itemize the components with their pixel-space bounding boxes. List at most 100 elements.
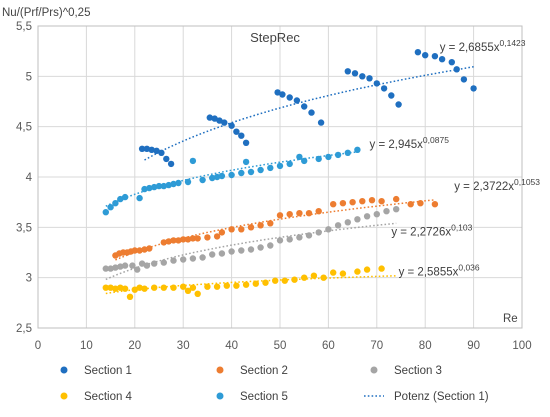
section-3-point: [267, 242, 274, 249]
section-1-point: [238, 132, 245, 139]
section-1-point: [308, 109, 315, 116]
legend-label: Section 2: [240, 365, 288, 377]
section-1-point: [206, 114, 213, 121]
section-2-point: [305, 210, 313, 217]
section-5-point: [189, 157, 197, 165]
legend-marker: [370, 366, 378, 374]
section-5-point: [344, 149, 351, 156]
trendline-equation: y = 2,2726x0,103: [391, 222, 472, 238]
section-2-point: [330, 201, 337, 208]
trendline-labels: y = 2,6855x0,1423 y = 2,945x0,0875 y = 2,3…: [370, 38, 541, 278]
section-1-point: [221, 119, 228, 126]
section-2-point: [349, 199, 356, 206]
section-1-point: [138, 145, 146, 152]
section-5-point: [213, 173, 221, 181]
section-4-point: [136, 284, 143, 291]
legend-marker: [60, 392, 68, 400]
section-5-point: [151, 183, 158, 191]
section-4-point: [301, 274, 308, 281]
section-3-point: [189, 255, 197, 262]
section-2-point: [146, 245, 153, 252]
section-1-point: [359, 73, 366, 80]
section-5-point: [175, 179, 182, 187]
section-4-point: [141, 285, 148, 292]
x-tick-label: 30: [177, 340, 190, 352]
trendline-equation: y = 2,945x0,0875: [370, 135, 450, 151]
section-1-point: [395, 101, 402, 108]
section-1-point: [167, 160, 175, 168]
section-3-point: [305, 232, 313, 239]
section-5-point: [107, 204, 114, 211]
section-1-point: [211, 115, 218, 122]
section-3-point: [180, 256, 187, 263]
section-3-point: [354, 216, 361, 223]
legend-label: Section 3: [394, 365, 442, 377]
section-1-point: [163, 155, 170, 163]
section-2-point: [180, 236, 187, 243]
section-5-point: [141, 185, 148, 193]
section-1-point: [293, 97, 301, 104]
section-4-point: [151, 284, 158, 291]
section-3-point: [138, 260, 146, 267]
section-1-point: [460, 76, 468, 83]
legend-item: Section 3: [370, 365, 442, 377]
section-5-point: [160, 182, 167, 190]
section-2-point: [165, 238, 172, 245]
section-2-point: [228, 226, 235, 233]
x-tick-label: 80: [419, 340, 432, 352]
section-3-point: [247, 246, 255, 253]
section-5-point: [112, 200, 119, 207]
section-2-point: [286, 211, 293, 218]
section-4-point: [112, 285, 119, 292]
section-2-point: [296, 210, 303, 217]
section-5-point: [354, 146, 361, 153]
section-3-point: [160, 259, 167, 266]
grid-lines: [37, 25, 523, 329]
section-3-point: [228, 248, 235, 255]
section-3-point: [151, 260, 158, 267]
section-1-point: [414, 49, 422, 56]
section-5-point: [199, 176, 206, 184]
section-5-point: [242, 158, 250, 166]
legend-label: Section 4: [84, 391, 133, 403]
section-2-point: [276, 212, 284, 219]
section-1-point: [143, 145, 151, 152]
x-tick-label: 50: [274, 340, 287, 352]
section-2-point: [407, 201, 414, 208]
chart-title: StepRec: [250, 30, 300, 45]
section-4-point: [117, 284, 124, 291]
x-axis-label: Re: [503, 313, 518, 325]
section-3-point: [129, 262, 136, 269]
section-2-point: [141, 246, 148, 253]
section-3-point: [107, 265, 114, 272]
y-tick-label: 3: [26, 273, 32, 285]
section-4-point: [291, 276, 298, 283]
section-4-point: [233, 282, 240, 289]
x-tick-label: 70: [370, 340, 383, 352]
section-4-point: [121, 285, 129, 292]
y-tick-label: 4: [26, 172, 33, 184]
section-1-point: [279, 91, 286, 98]
section-4-point: [330, 269, 337, 276]
section-1-point: [216, 117, 223, 124]
y-axis-label: Nu/(Prf/Prs)^0,25: [2, 7, 90, 19]
section-5-point: [301, 157, 308, 165]
section-2-point: [160, 239, 167, 246]
section-1-point: [301, 103, 308, 110]
section-4-point: [213, 283, 221, 290]
legend-label: Section 5: [240, 391, 288, 403]
section-3-point: [296, 234, 303, 241]
section-2-point: [184, 236, 192, 243]
section-1-point: [286, 94, 293, 101]
section-2-point: [238, 226, 245, 233]
section-1-point: [233, 128, 240, 135]
section-4-point: [180, 283, 187, 290]
section-5-point: [184, 178, 192, 186]
section-1-point: [453, 66, 460, 73]
section-3-point: [325, 226, 332, 233]
section-3-point: [344, 219, 351, 226]
section-2-point: [170, 237, 177, 244]
section-5-point: [315, 155, 322, 163]
section-1-point: [470, 85, 477, 92]
